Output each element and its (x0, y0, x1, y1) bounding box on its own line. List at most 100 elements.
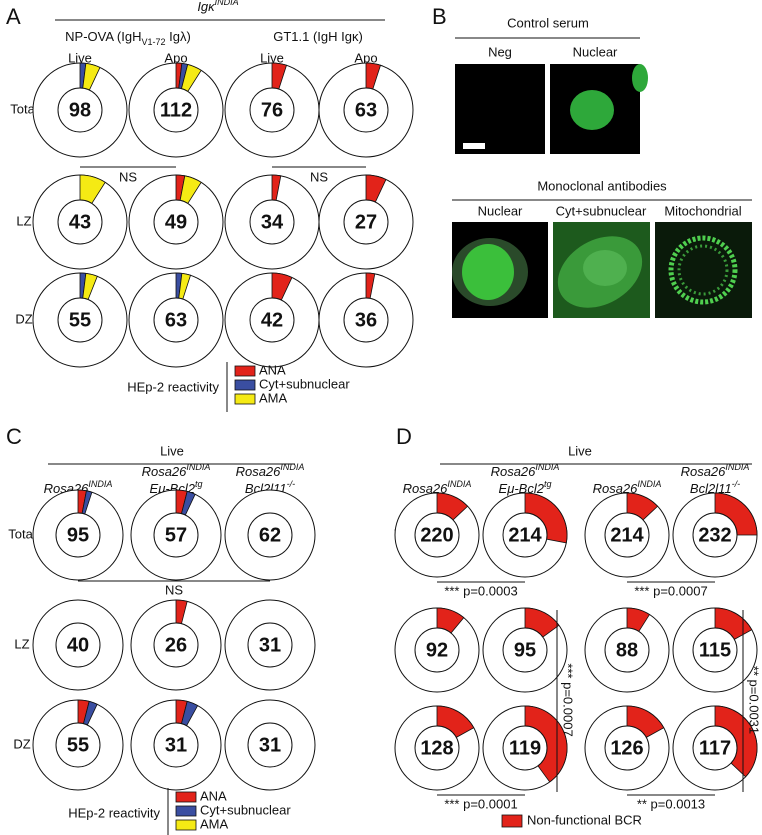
legend-title: HEp-2 reactivity (127, 379, 219, 394)
row-label: LZ (16, 213, 31, 228)
legend-label: AMA (259, 390, 288, 405)
group-label-part: V1-72 (142, 37, 166, 47)
header-label-part: Igκ (197, 0, 216, 14)
column-label-part: tg (195, 479, 203, 489)
donut-count: 115 (699, 639, 731, 661)
donut-inner (604, 627, 650, 673)
image-label: Mitochondrial (664, 203, 741, 218)
image-label: Cyt+subnuclear (556, 203, 647, 218)
donut-inner (57, 297, 103, 343)
donut-inner (153, 722, 199, 768)
nucleus (462, 244, 514, 300)
panel-letter: B (432, 4, 447, 29)
donut-inner (692, 512, 738, 558)
row-label: LZ (14, 636, 29, 651)
header-label: Live (568, 443, 592, 458)
group-label: GT1.1 (IgH Igκ) (273, 29, 363, 44)
ns-label: NS (310, 169, 328, 184)
donut-count: 31 (259, 634, 281, 656)
donut-count: 55 (67, 734, 89, 756)
donut-inner (249, 87, 295, 133)
column-label: Bcl2l11-/- (690, 479, 740, 496)
column-label-part: tg (544, 479, 552, 489)
panel-letter: A (6, 4, 21, 29)
column-label-part: -/- (732, 479, 741, 489)
legend-swatch (234, 393, 256, 405)
group-label-part: Igλ) (166, 29, 191, 44)
legend-swatch (175, 819, 197, 831)
donut-count: 42 (261, 309, 283, 331)
micrographs (452, 64, 752, 318)
column-label-part: INDIA (186, 462, 210, 472)
image-label: Nuclear (573, 44, 618, 59)
column-label-part: -/- (287, 479, 296, 489)
section-title: Control serum (507, 15, 589, 30)
donut-inner (247, 622, 293, 668)
mitochondria (668, 235, 738, 305)
donut-inner (55, 722, 101, 768)
donut-count: 43 (69, 211, 91, 233)
donut-inner (604, 725, 650, 771)
column-label-part: INDIA (447, 479, 471, 489)
group-label-part: NP-OVA (IgH (65, 29, 141, 44)
donut-count: 55 (69, 309, 91, 331)
donut-inner (153, 622, 199, 668)
donut-count: 117 (699, 737, 731, 759)
image-neg (455, 64, 545, 154)
column-label: Eμ-Bcl2tg (499, 479, 552, 496)
legend-label: Cyt+subnuclear (200, 802, 291, 817)
stat-label: *** p=0.0007 (634, 583, 707, 598)
nucleus (570, 90, 614, 130)
donut-count: 31 (259, 734, 281, 756)
donut-inner (55, 622, 101, 668)
donut-inner (502, 627, 548, 673)
column-label: Apo (164, 50, 187, 65)
column-label: Apo (354, 50, 377, 65)
donut-count: 31 (165, 734, 187, 756)
group-label-part: GT1.1 (IgH Igκ) (273, 29, 363, 44)
legend-label: ANA (259, 362, 286, 377)
donut-count: 49 (165, 211, 187, 233)
column-label: Live (68, 50, 92, 65)
column-label-part: Rosa26 (681, 464, 727, 479)
image-label: Nuclear (478, 203, 523, 218)
panel-letter: C (6, 424, 22, 449)
donut-count: 126 (610, 737, 643, 759)
legend-swatch (175, 805, 197, 817)
legend-label: Cyt+subnuclear (259, 376, 350, 391)
donut-inner (57, 199, 103, 245)
donut-inner (153, 199, 199, 245)
nucleus (583, 250, 627, 286)
donut-inner (55, 512, 101, 558)
column-label: Rosa26INDIA (236, 462, 305, 479)
column-label-part: Rosa26 (236, 464, 282, 479)
donut-inner (57, 87, 103, 133)
legend-swatch (234, 365, 256, 377)
donut-count: 63 (355, 99, 377, 121)
donut-count: 214 (610, 524, 644, 546)
donut-inner (414, 512, 460, 558)
donut-inner (502, 512, 548, 558)
legend-label: AMA (200, 816, 229, 831)
donut-count: 98 (69, 99, 91, 121)
donut-count: 232 (698, 524, 731, 546)
column-label: Rosa26INDIA (491, 462, 560, 479)
donut-inner (692, 725, 738, 771)
header-label-part: INDIA (215, 0, 239, 7)
donut-inner (153, 87, 199, 133)
ns-label: NS (165, 582, 183, 597)
donut-inner (343, 87, 389, 133)
donut-count: 27 (355, 211, 377, 233)
column-label: Live (260, 50, 284, 65)
column-label-part: INDIA (88, 479, 112, 489)
column-label: Rosa26INDIA (681, 462, 750, 479)
legend-label: ANA (200, 788, 227, 803)
stat-label: ** p=0.0031 (747, 666, 762, 734)
donut-count: 112 (160, 99, 192, 121)
donut-inner (153, 297, 199, 343)
stat-label: ** p=0.0013 (637, 796, 705, 811)
donut-count: 76 (261, 99, 283, 121)
donut-count: 36 (355, 309, 377, 331)
donut-inner (153, 512, 199, 558)
column-label-part: Rosa26 (142, 464, 188, 479)
